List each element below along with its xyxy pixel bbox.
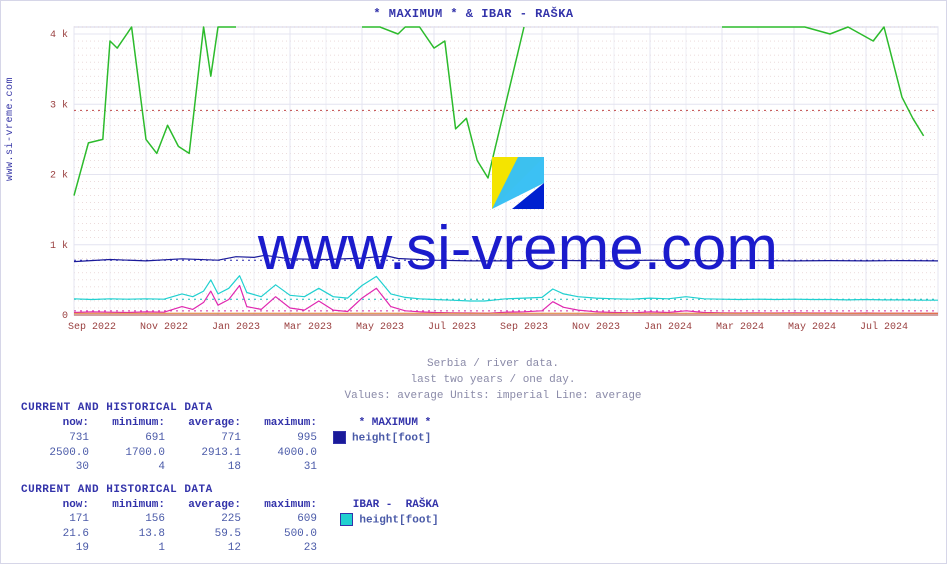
stats-cell: 771 <box>173 430 249 445</box>
stats-cell: 21.6 <box>21 527 97 541</box>
series-legend <box>325 541 447 555</box>
stats-table: now:minimum:average:maximum: IBAR - RAŠK… <box>21 498 447 555</box>
data-block-title: CURRENT AND HISTORICAL DATA <box>21 402 926 414</box>
stats-cell: 691 <box>97 430 173 445</box>
series-legend <box>325 446 439 460</box>
svg-text:3 k: 3 k <box>50 99 68 111</box>
series-legend <box>325 527 447 541</box>
svg-text:1 k: 1 k <box>50 240 68 252</box>
stats-col-header: maximum: <box>249 416 325 430</box>
chart-footer-line: Serbia / river data. <box>44 357 942 373</box>
series-legend: height[foot] <box>325 430 439 445</box>
stats-cell: 13.8 <box>97 527 173 541</box>
page-root: www.si-vreme.com * MAXIMUM * & IBAR - RA… <box>0 0 947 564</box>
stats-cell: 4 <box>97 460 173 474</box>
data-block: CURRENT AND HISTORICAL DATA now:minimum:a… <box>21 484 926 555</box>
stats-col-header: average: <box>173 498 249 512</box>
svg-text:Jan 2024: Jan 2024 <box>644 322 692 333</box>
data-block: CURRENT AND HISTORICAL DATA now:minimum:a… <box>21 402 926 473</box>
chart-area: 0 1 k 2 k 3 k 4 k Sep 2022 Nov 2022 Jan 2023 Mar… <box>44 7 942 357</box>
svg-text:Sep 2022: Sep 2022 <box>68 322 116 333</box>
stats-cell: 995 <box>249 430 325 445</box>
stats-cell: 1700.0 <box>97 446 173 460</box>
side-source-label: www.si-vreme.com <box>5 77 16 181</box>
svg-text:4 k: 4 k <box>50 29 68 41</box>
stats-cell: 18 <box>173 460 249 474</box>
svg-text:Nov 2023: Nov 2023 <box>572 322 620 333</box>
svg-text:Mar 2024: Mar 2024 <box>716 322 764 333</box>
svg-text:Jul 2024: Jul 2024 <box>860 321 908 333</box>
stats-cell: 156 <box>97 512 173 527</box>
legend-swatch-icon <box>340 513 353 526</box>
stats-col-header: maximum: <box>249 498 325 512</box>
stats-cell: 2500.0 <box>21 446 97 460</box>
svg-text:0: 0 <box>62 311 68 322</box>
legend-label: height[foot] <box>352 433 431 445</box>
stats-cell: 500.0 <box>249 527 325 541</box>
stats-cell: 23 <box>249 541 325 555</box>
stats-col-header: minimum: <box>97 416 173 430</box>
stats-cell: 2913.1 <box>173 446 249 460</box>
svg-text:May 2023: May 2023 <box>356 322 404 333</box>
svg-text:Jan 2023: Jan 2023 <box>212 322 260 333</box>
series-legend: height[foot] <box>325 512 447 527</box>
legend-swatch-icon <box>333 431 346 444</box>
series-legend <box>325 460 439 474</box>
stats-cell: 31 <box>249 460 325 474</box>
svg-text:Nov 2022: Nov 2022 <box>140 322 188 333</box>
chart-svg: 0 1 k 2 k 3 k 4 k Sep 2022 Nov 2022 Jan 2023 Mar… <box>44 7 942 337</box>
stats-cell: 30 <box>21 460 97 474</box>
chart-title: * MAXIMUM * & IBAR - RAŠKA <box>1 7 946 21</box>
stats-cell: 225 <box>173 512 249 527</box>
stats-col-header: average: <box>173 416 249 430</box>
data-tables-region: CURRENT AND HISTORICAL DATAnow:minimum:a… <box>21 392 926 555</box>
svg-text:Mar 2023: Mar 2023 <box>284 322 332 333</box>
stats-cell: 59.5 <box>173 527 249 541</box>
stats-cell: 731 <box>21 430 97 445</box>
series-name: * MAXIMUM * <box>325 416 439 430</box>
stats-cell: 4000.0 <box>249 446 325 460</box>
stats-cell: 171 <box>21 512 97 527</box>
svg-text:2 k: 2 k <box>50 170 68 182</box>
data-block-title: CURRENT AND HISTORICAL DATA <box>21 484 926 496</box>
svg-text:Jul 2023: Jul 2023 <box>428 321 476 333</box>
stats-cell: 12 <box>173 541 249 555</box>
svg-text:May 2024: May 2024 <box>788 322 836 333</box>
svg-text:Sep 2023: Sep 2023 <box>500 322 548 333</box>
stats-cell: 609 <box>249 512 325 527</box>
legend-label: height[foot] <box>359 514 438 526</box>
stats-cell: 1 <box>97 541 173 555</box>
stats-col-header: minimum: <box>97 498 173 512</box>
stats-col-header: now: <box>21 498 97 512</box>
chart-footer-line: last two years / one day. <box>44 373 942 389</box>
stats-col-header: now: <box>21 416 97 430</box>
series-name: IBAR - RAŠKA <box>325 498 447 512</box>
stats-cell: 19 <box>21 541 97 555</box>
stats-table: now:minimum:average:maximum: * MAXIMUM *… <box>21 416 439 473</box>
